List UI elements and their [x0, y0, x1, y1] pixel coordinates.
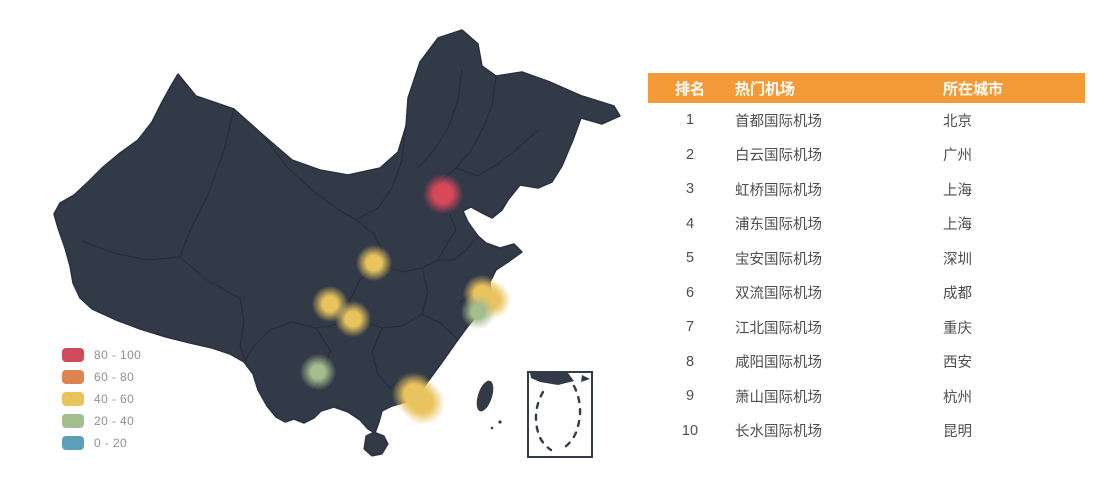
table-row: 10 长水国际机场 昆明: [648, 414, 1085, 449]
heat-point-shenzhen[interactable]: [400, 380, 446, 426]
city-cell: 深圳: [943, 251, 972, 268]
heat-points-layer: [30, 10, 650, 480]
rank-cell: 9: [685, 388, 695, 405]
table-header-row: 排名 热门机场 所在城市: [648, 73, 1085, 103]
table-row: 9 萧山国际机场 杭州: [648, 379, 1085, 414]
airport-cell: 咸阳国际机场: [735, 355, 822, 372]
airport-cell: 浦东国际机场: [735, 217, 822, 234]
table-row: 6 双流国际机场 成都: [648, 276, 1085, 311]
rank-cell: 10: [681, 422, 699, 439]
table-row: 8 咸阳国际机场 西安: [648, 345, 1085, 380]
table-row: 5 宝安国际机场 深圳: [648, 241, 1085, 276]
col-header-rank: 排名: [674, 80, 705, 98]
airport-cell: 长水国际机场: [735, 424, 822, 441]
table-row: 7 江北国际机场 重庆: [648, 310, 1085, 345]
airport-cell: 白云国际机场: [735, 148, 822, 165]
city-cell: 广州: [943, 148, 972, 165]
city-cell: 杭州: [943, 389, 972, 406]
legend-swatch-icon: [62, 392, 84, 406]
taiwan-island: [476, 380, 502, 430]
legend-label: 20 - 40: [94, 414, 135, 428]
legend-item[interactable]: 60 - 80: [62, 366, 141, 388]
col-header-airport: 热门机场: [735, 80, 796, 98]
china-heatmap: 80 - 100 60 - 80 40 - 60 20 - 40 0 - 20: [30, 10, 650, 480]
heat-point-chongqing[interactable]: [334, 300, 372, 338]
city-cell: 上海: [943, 182, 972, 199]
col-header-city: 所在城市: [943, 80, 1004, 98]
heat-point-kunming[interactable]: [299, 353, 337, 391]
rank-cell: 4: [685, 215, 695, 232]
table-body: 1 首都国际机场 北京 2 白云国际机场 广州 3 虹桥国际机场 上海 4 浦东…: [648, 103, 1085, 448]
heat-point-hangzhou[interactable]: [460, 294, 496, 330]
airport-cell: 双流国际机场: [735, 286, 822, 303]
airport-cell: 宝安国际机场: [735, 251, 822, 268]
table-row: 3 虹桥国际机场 上海: [648, 172, 1085, 207]
legend-label: 40 - 60: [94, 392, 135, 406]
legend-label: 0 - 20: [94, 436, 128, 450]
legend-item[interactable]: 0 - 20: [62, 432, 141, 454]
legend-swatch-icon: [62, 348, 84, 362]
legend-item[interactable]: 40 - 60: [62, 388, 141, 410]
hainan-island: [363, 431, 389, 457]
legend-swatch-icon: [62, 370, 84, 384]
legend-item[interactable]: 80 - 100: [62, 344, 141, 366]
legend-item[interactable]: 20 - 40: [62, 410, 141, 432]
city-cell: 西安: [943, 355, 972, 372]
legend-label: 80 - 100: [94, 348, 142, 362]
heat-point-xian[interactable]: [355, 244, 393, 282]
airport-ranking-table: 排名 热门机场 所在城市 1 首都国际机场 北京 2 白云国际机场 广州 3 虹…: [648, 73, 1085, 448]
legend-label: 60 - 80: [94, 370, 135, 384]
city-cell: 北京: [943, 113, 972, 130]
legend-swatch-icon: [62, 414, 84, 428]
city-cell: 重庆: [943, 320, 972, 337]
heat-point-beijing[interactable]: [422, 173, 464, 215]
table-row: 4 浦东国际机场 上海: [648, 207, 1085, 242]
legend-swatch-icon: [62, 436, 84, 450]
airport-cell: 萧山国际机场: [735, 389, 822, 406]
rank-cell: 1: [685, 112, 695, 129]
table-row: 2 白云国际机场 广州: [648, 138, 1085, 173]
rank-cell: 7: [685, 319, 695, 336]
airport-cell: 首都国际机场: [735, 113, 822, 130]
table-row: 1 首都国际机场 北京: [648, 103, 1085, 138]
city-cell: 上海: [943, 217, 972, 234]
city-cell: 昆明: [943, 424, 972, 441]
rank-cell: 6: [685, 284, 695, 301]
rank-cell: 3: [685, 181, 695, 198]
airport-cell: 江北国际机场: [735, 320, 822, 337]
airport-cell: 虹桥国际机场: [735, 182, 822, 199]
south-china-sea-inset: [527, 371, 593, 458]
city-cell: 成都: [943, 286, 972, 303]
rank-cell: 5: [685, 250, 695, 267]
map-legend: 80 - 100 60 - 80 40 - 60 20 - 40 0 - 20: [62, 344, 141, 454]
rank-cell: 2: [685, 146, 695, 163]
rank-cell: 8: [685, 353, 695, 370]
